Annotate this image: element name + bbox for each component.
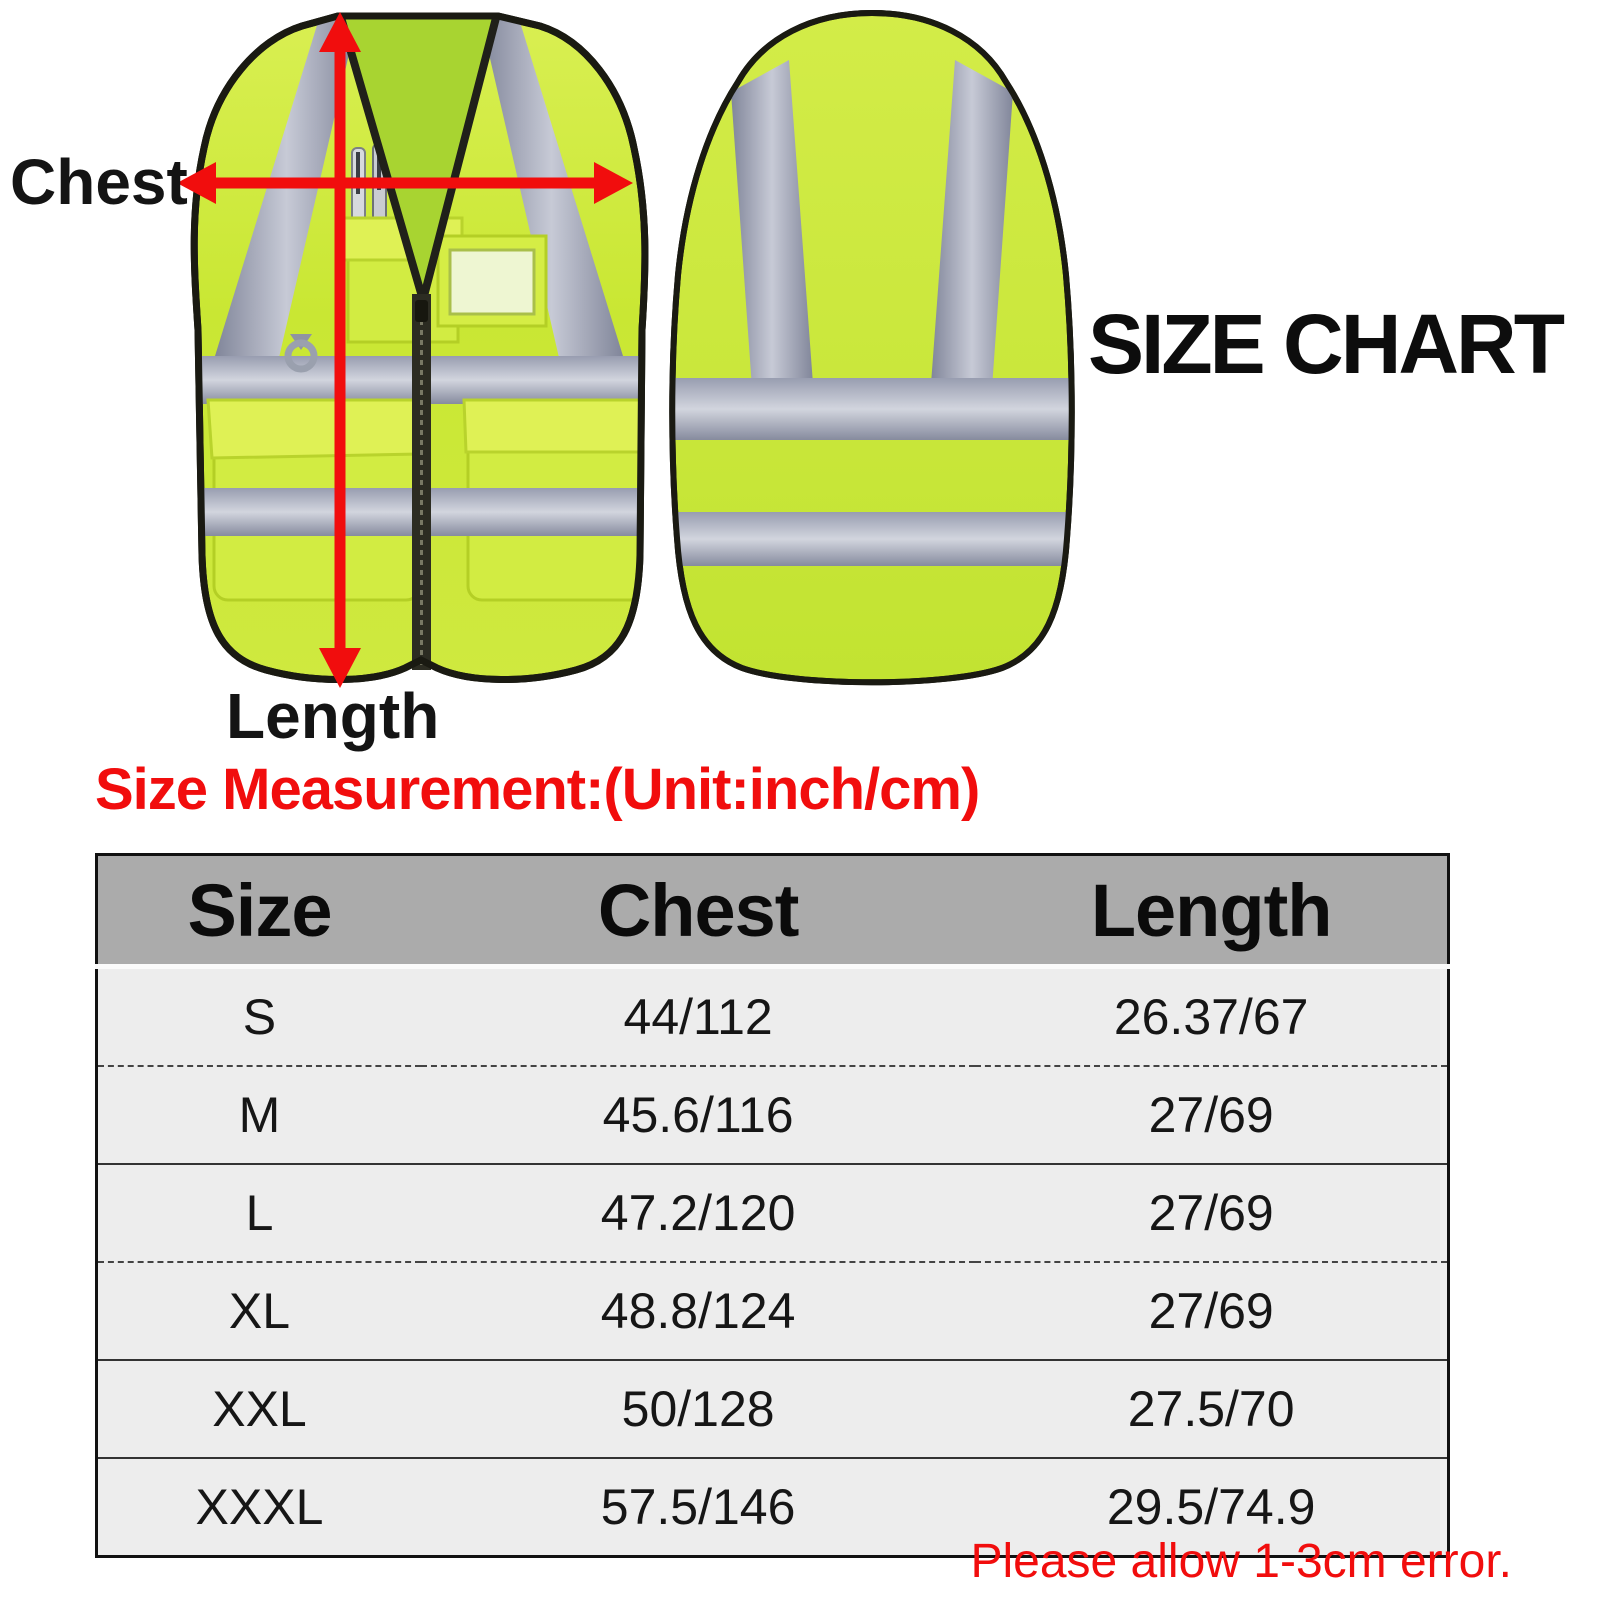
front-right-pocket-flap xyxy=(462,398,645,454)
cell-length: 27/69 xyxy=(975,1065,1449,1164)
cell-chest: 47.2/120 xyxy=(420,1163,976,1262)
chest-measure-label: Chest xyxy=(10,146,188,218)
measurement-unit-heading: Size Measurement:(Unit:inch/cm) xyxy=(95,757,980,822)
back-lower-reflective-band xyxy=(672,512,1072,566)
length-measure-label: Length xyxy=(226,680,440,752)
back-right-reflective-stripe xyxy=(931,60,1013,388)
cell-size: S xyxy=(96,966,421,1066)
table-row: L 47.2/120 27/69 xyxy=(96,1163,1449,1262)
pen-clip xyxy=(356,152,360,194)
vest-back-image xyxy=(669,9,1075,686)
vest-diagram xyxy=(177,9,1075,688)
cell-chest: 44/112 xyxy=(420,966,976,1066)
cell-length: 27/69 xyxy=(975,1163,1449,1262)
table-row: XL 48.8/124 27/69 xyxy=(96,1261,1449,1360)
pen-clip xyxy=(377,148,381,190)
cell-length: 26.37/67 xyxy=(975,966,1449,1066)
chest-arrow xyxy=(177,162,633,204)
cell-chest: 45.6/116 xyxy=(420,1065,976,1164)
cell-size: XL xyxy=(96,1261,421,1360)
back-left-reflective-stripe xyxy=(731,60,813,388)
vest-back-body xyxy=(669,9,1075,686)
cell-length: 27/69 xyxy=(975,1261,1449,1360)
vest-back-trim xyxy=(669,9,1075,686)
cell-chest: 48.8/124 xyxy=(420,1261,976,1360)
table-row: XXL 50/128 27.5/70 xyxy=(96,1359,1449,1458)
cell-chest: 57.5/146 xyxy=(420,1457,976,1557)
header-chest: Chest xyxy=(420,854,976,969)
table-row: S 44/112 26.37/67 xyxy=(96,966,1449,1066)
length-arrow xyxy=(319,12,361,688)
header-size: Size xyxy=(96,854,421,969)
cell-length: 27.5/70 xyxy=(975,1359,1449,1458)
table-row: XXXL 57.5/146 29.5/74.9 xyxy=(96,1457,1449,1557)
cell-size: XXXL xyxy=(96,1457,421,1557)
size-table: Size Chest Length S 44/112 26.37/67 M 45… xyxy=(95,853,1450,1558)
zipper-pull xyxy=(415,300,428,322)
cell-chest: 50/128 xyxy=(420,1359,976,1458)
cell-length: 29.5/74.9 xyxy=(975,1457,1449,1557)
table-header-row: Size Chest Length xyxy=(96,854,1449,969)
front-neck-opening xyxy=(340,14,497,300)
front-left-pocket-flap xyxy=(206,398,426,460)
header-length: Length xyxy=(975,854,1449,969)
cell-size: L xyxy=(96,1163,421,1262)
cell-size: M xyxy=(96,1065,421,1164)
front-id-window xyxy=(448,248,536,316)
page-title: SIZE CHART xyxy=(1088,297,1565,391)
vest-front-image xyxy=(190,12,649,683)
tolerance-footnote: Please allow 1-3cm error. xyxy=(970,1535,1512,1588)
table-row: M 45.6/116 27/69 xyxy=(96,1065,1449,1164)
cell-size: XXL xyxy=(96,1359,421,1458)
d-ring-icon xyxy=(284,339,318,373)
back-upper-reflective-band xyxy=(672,378,1072,440)
